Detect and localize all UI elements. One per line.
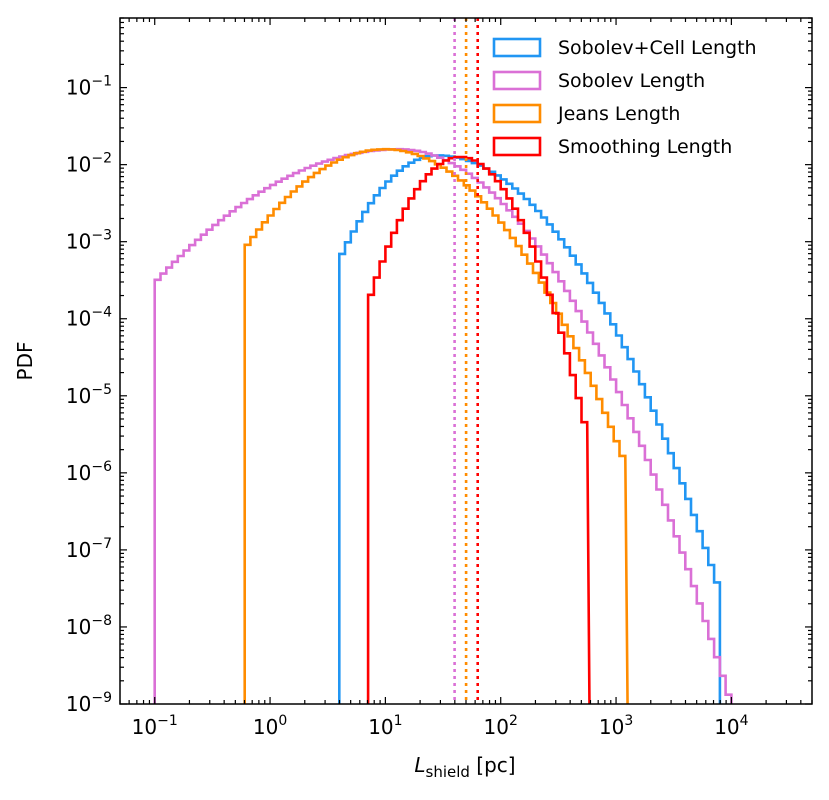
y-tick-label-base: 10	[66, 153, 91, 177]
x-tick-label: 10−1	[132, 713, 178, 739]
plot-layer	[153, 18, 733, 704]
legend-swatch-jeans	[492, 103, 542, 124]
x-axis-label-main: L	[414, 753, 425, 777]
y-tick-label: 10−6	[66, 459, 112, 485]
y-tick-label: 10−1	[66, 74, 112, 100]
y-tick-label-base: 10	[66, 692, 91, 716]
histogram-sobolev	[153, 147, 733, 704]
x-tick-label-exponent: 4	[740, 713, 749, 729]
y-tick-label-exponent: −8	[91, 613, 112, 629]
x-tick-label-base: 10	[132, 715, 157, 739]
legend-swatch-sobolev-cell	[492, 37, 542, 58]
y-tick-label-base: 10	[66, 384, 91, 408]
y-tick-label: 10−4	[66, 305, 112, 331]
y-tick-label-exponent: −9	[91, 690, 112, 706]
y-tick-label: 10−7	[66, 536, 112, 562]
x-tick-label-base: 10	[253, 715, 278, 739]
x-tick-label-base: 10	[484, 715, 509, 739]
y-tick-label-exponent: −4	[91, 305, 112, 321]
y-tick-label: 10−9	[66, 690, 112, 716]
x-tick-label-exponent: 3	[624, 713, 633, 729]
y-tick-label-base: 10	[66, 538, 91, 562]
x-tick-label-exponent: 0	[278, 713, 287, 729]
legend: Sobolev+Cell Length Sobolev Length Jeans L…	[492, 37, 757, 158]
x-axis-label: Lshield [pc]	[414, 753, 515, 781]
y-tick-label: 10−8	[66, 613, 112, 639]
legend-swatch-smoothing	[492, 136, 542, 157]
legend-label-jeans: Jeans Length	[557, 103, 680, 125]
y-tick-label-exponent: −3	[91, 228, 112, 244]
x-tick-label: 102	[484, 713, 518, 739]
y-tick-label-base: 10	[66, 615, 91, 639]
histogram-smoothing	[366, 155, 591, 704]
x-tick-label-exponent: 1	[394, 713, 403, 729]
histogram-jeans	[243, 147, 629, 704]
y-tick-label-exponent: −2	[91, 151, 112, 167]
y-tick-label: 10−3	[66, 228, 112, 254]
y-tick-label-exponent: −5	[91, 382, 112, 398]
x-tick-label-base: 10	[599, 715, 624, 739]
y-tick-label-base: 10	[66, 230, 91, 254]
y-axis-label: PDF	[13, 342, 37, 381]
y-tick-label-base: 10	[66, 76, 91, 100]
legend-label-sobolev: Sobolev Length	[558, 70, 705, 92]
legend-label-smoothing: Smoothing Length	[558, 136, 732, 158]
x-tick-label: 100	[253, 713, 287, 739]
y-tick-label: 10−2	[66, 151, 112, 177]
y-tick-label-exponent: −6	[91, 459, 112, 475]
x-axis-label-unit: [pc]	[470, 753, 516, 777]
legend-label-sobolev-cell: Sobolev+Cell Length	[558, 37, 757, 59]
histogram-sobolev-cell	[338, 154, 722, 704]
x-tick-label: 103	[599, 713, 633, 739]
x-tick-label: 104	[714, 713, 748, 739]
x-tick-label-base: 10	[368, 715, 393, 739]
x-tick-label-exponent: 2	[509, 713, 518, 729]
tick-layer: 10−1 100 101 102 103 10410−910−810−710−610−51…	[66, 17, 813, 739]
legend-swatch-sobolev	[492, 70, 542, 91]
x-tick-label-base: 10	[714, 715, 739, 739]
y-tick-label-base: 10	[66, 461, 91, 485]
x-axis-label-sub: shield	[426, 763, 470, 781]
y-tick-label-base: 10	[66, 307, 91, 331]
y-tick-label-exponent: −1	[91, 74, 112, 90]
x-tick-label: 101	[368, 713, 402, 739]
y-tick-label: 10−5	[66, 382, 112, 408]
x-tick-label-exponent: −1	[157, 713, 178, 729]
y-tick-label-exponent: −7	[91, 536, 112, 552]
